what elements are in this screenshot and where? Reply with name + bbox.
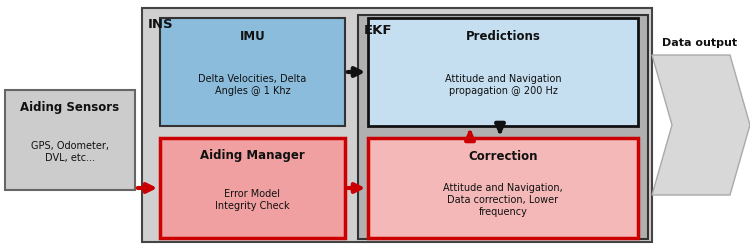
Text: Attitude and Navigation
propagation @ 200 Hz: Attitude and Navigation propagation @ 20… xyxy=(445,74,561,96)
Text: Predictions: Predictions xyxy=(466,30,541,43)
Text: Aiding Sensors: Aiding Sensors xyxy=(20,102,119,114)
Bar xyxy=(160,138,345,238)
Text: Attitude and Navigation,
Data correction, Lower
frequency: Attitude and Navigation, Data correction… xyxy=(443,184,562,216)
Text: GPS, Odometer,
DVL, etc...: GPS, Odometer, DVL, etc... xyxy=(31,141,109,163)
Bar xyxy=(142,8,652,242)
Bar xyxy=(368,18,638,126)
Text: INS: INS xyxy=(148,18,173,31)
Bar xyxy=(160,18,345,126)
Text: IMU: IMU xyxy=(240,30,266,43)
Bar xyxy=(358,15,648,239)
Text: Delta Velocities, Delta
Angles @ 1 Khz: Delta Velocities, Delta Angles @ 1 Khz xyxy=(198,74,307,96)
Text: Data output: Data output xyxy=(662,38,737,48)
Bar xyxy=(368,138,638,238)
Text: Correction: Correction xyxy=(468,150,538,162)
Text: EKF: EKF xyxy=(364,24,392,37)
Polygon shape xyxy=(652,55,750,195)
Text: Error Model
Integrity Check: Error Model Integrity Check xyxy=(215,189,290,211)
Text: Aiding Manager: Aiding Manager xyxy=(200,150,304,162)
Bar xyxy=(5,90,135,190)
